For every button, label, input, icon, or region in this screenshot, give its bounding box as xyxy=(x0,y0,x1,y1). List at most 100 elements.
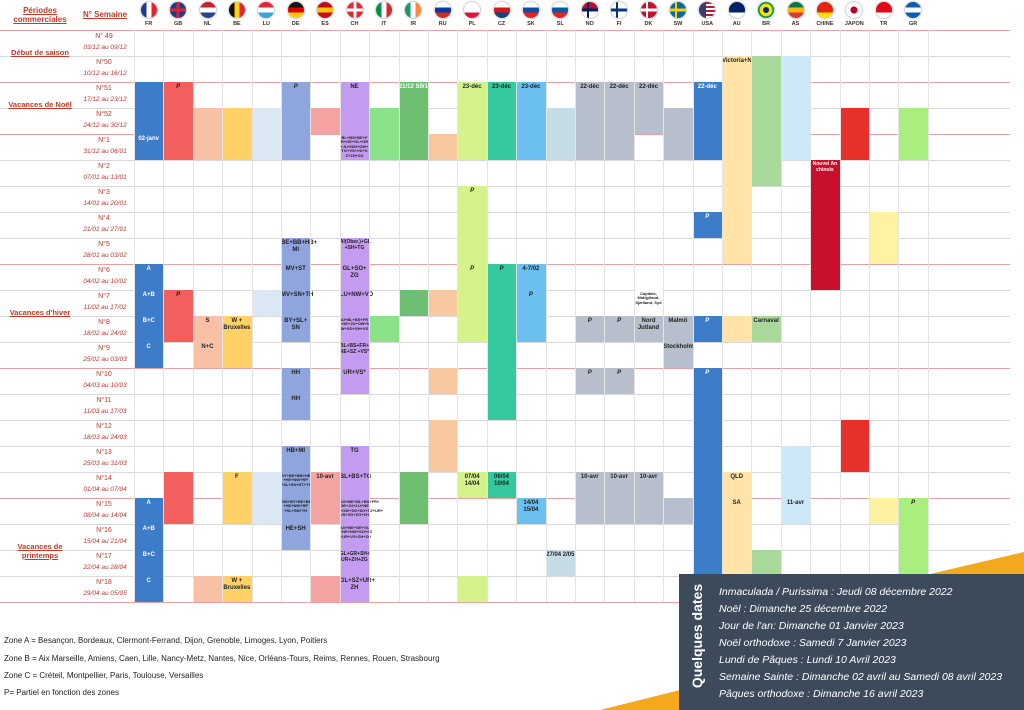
holiday-block xyxy=(633,290,664,316)
holiday-block xyxy=(369,316,400,342)
key-date-line: Noël : Dimanche 25 décembre 2022 xyxy=(719,603,888,615)
flag-sl-icon xyxy=(552,2,569,18)
holiday-block xyxy=(134,576,164,602)
flag-tr-icon xyxy=(875,2,892,18)
holiday-block-label: W + Bruxelles xyxy=(223,318,251,331)
holiday-block-label: C xyxy=(146,578,151,584)
column-divider xyxy=(516,30,518,602)
week-dates: 11/02 au 17/02 xyxy=(83,304,127,311)
holiday-block xyxy=(339,524,370,550)
column-divider xyxy=(898,30,900,602)
holiday-block xyxy=(780,446,811,498)
country-code-label: GR xyxy=(908,21,918,27)
holiday-block xyxy=(457,576,488,602)
holiday-block xyxy=(810,160,841,290)
column-divider xyxy=(692,30,694,602)
flag-ir-icon xyxy=(405,2,422,18)
zone-c-note: Zone C = Créteil, Montpellier, Paris, To… xyxy=(4,671,204,680)
column-divider xyxy=(604,30,606,602)
holiday-block xyxy=(339,576,370,602)
holiday-block-label: 10-avr xyxy=(316,474,334,480)
holiday-block-label: S xyxy=(205,318,210,324)
holiday-block xyxy=(839,108,870,160)
holiday-block-label: BL+BS+TG xyxy=(339,474,372,480)
holiday-block xyxy=(339,238,370,264)
holiday-block-label: A+B xyxy=(142,292,155,298)
week-dates: 18/03 au 24/03 xyxy=(83,434,127,441)
week-dates: 10/12 au 16/12 xyxy=(83,70,127,77)
holiday-block-label: P xyxy=(470,266,475,272)
holiday-block-label: HB+MI xyxy=(286,448,306,454)
period-label: Vacances d'hiver xyxy=(9,308,71,317)
week-dates: 17/12 au 23/12 xyxy=(83,96,127,103)
holiday-block xyxy=(516,82,547,160)
row-divider xyxy=(0,446,1010,447)
holiday-block xyxy=(545,108,576,160)
flag-dk-icon xyxy=(640,2,657,18)
row-divider xyxy=(0,238,1010,239)
row-divider xyxy=(0,186,1010,187)
holiday-block-label: 27/04 2/05 xyxy=(546,552,575,558)
holiday-block-label: 10-avr xyxy=(580,474,599,480)
holiday-block xyxy=(134,550,164,576)
holiday-block xyxy=(457,186,488,264)
holiday-block xyxy=(281,472,311,498)
country-code-label: JAPON xyxy=(844,21,864,27)
week-number: N°13 xyxy=(96,449,112,456)
holiday-block-label: P xyxy=(587,370,592,376)
holiday-block-label: 22-déc xyxy=(697,84,717,90)
week-number: N°7 xyxy=(98,293,110,300)
week-dates: 25/02 au 03/03 xyxy=(83,356,127,363)
country-code-label: BR xyxy=(762,21,771,27)
column-divider xyxy=(398,30,400,602)
week-number: N°51 xyxy=(96,85,112,92)
week-dates: 04/03 au 10/03 xyxy=(83,382,127,389)
flag-cz-icon xyxy=(493,2,510,18)
column-divider xyxy=(163,30,165,602)
column-divider xyxy=(192,30,194,602)
holiday-block-label: 23-déc xyxy=(491,84,511,90)
holiday-block-label: Victoria+NW xyxy=(722,58,758,64)
holiday-block xyxy=(163,472,194,524)
holiday-block-label: Carnaval xyxy=(753,318,779,324)
holiday-block-label: MV+ST xyxy=(285,266,306,272)
week-dates: 04/02 au 10/02 xyxy=(83,278,127,285)
zone-b-note: Zone B = Aix Marseille, Amiens, Caen, Li… xyxy=(4,654,440,663)
country-code-label: IR xyxy=(410,21,417,27)
holiday-block xyxy=(692,212,723,238)
holiday-block xyxy=(486,264,517,420)
flag-it-icon xyxy=(375,2,392,18)
country-code-label: USA xyxy=(701,21,714,27)
holiday-block xyxy=(751,316,782,342)
flag-br-icon xyxy=(758,2,775,18)
holiday-block-label: B+C xyxy=(142,318,155,324)
holiday-block xyxy=(575,472,605,524)
week-dates: 29/04 au 05/05 xyxy=(83,590,127,597)
holiday-block-label: UR+VS* xyxy=(343,370,366,376)
holiday-block xyxy=(692,316,723,342)
column-divider xyxy=(281,30,282,602)
holiday-block xyxy=(486,472,517,498)
holiday-block-label: P xyxy=(176,84,181,90)
holiday-block-label: BW+BY+BE+BB +HE+NW+RP +SL+SN+TH xyxy=(281,499,312,513)
holiday-block xyxy=(281,446,311,472)
holiday-block xyxy=(722,56,752,264)
holiday-block xyxy=(516,290,547,342)
country-code-label: SW xyxy=(673,21,683,27)
period-divider xyxy=(0,30,1010,31)
holiday-block-label: P xyxy=(705,318,710,324)
partial-note: P= Partiel en fonction des zones xyxy=(4,688,119,697)
country-code-label: GB xyxy=(173,21,183,27)
row-divider xyxy=(0,550,1010,551)
holiday-block-label: P xyxy=(911,500,916,506)
holiday-block-label: N+C xyxy=(201,344,214,350)
week-dates: 01/04 au 07/04 xyxy=(83,486,127,493)
week-dates: 25/03 au 31/03 xyxy=(83,460,127,467)
flag-es-icon xyxy=(317,2,334,18)
country-code-label: SK xyxy=(527,21,535,27)
holiday-block-label: 22-déc xyxy=(638,84,658,90)
holiday-block xyxy=(839,420,870,472)
period-divider xyxy=(0,498,1010,499)
holiday-block xyxy=(428,134,458,160)
week-dates: 08/04 au 14/04 xyxy=(83,512,127,519)
